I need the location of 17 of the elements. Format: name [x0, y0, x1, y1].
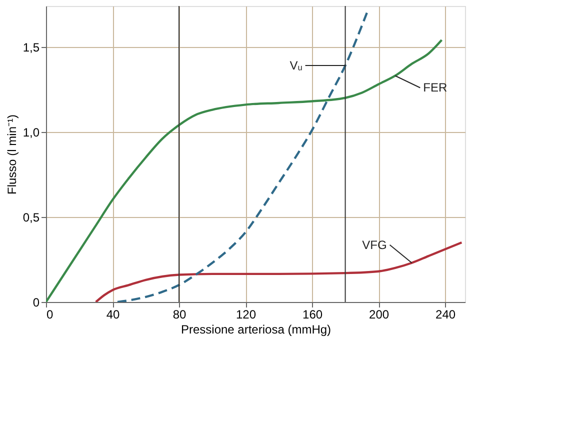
y-tick-label: 0 [32, 296, 40, 310]
x-axis-title: Pressione arteriosa (mmHg) [180, 322, 332, 336]
x-tick-label: 0 [46, 308, 54, 322]
y-axis-title: Flusso (l min⁻¹) [4, 114, 19, 195]
annotation: FER [423, 80, 448, 95]
x-tick-label: 160 [302, 308, 323, 322]
x-tick-label: 240 [436, 308, 456, 322]
x-tick-label: 200 [369, 308, 390, 322]
annotation: VFG [362, 238, 387, 252]
x-tick-label: 120 [236, 308, 256, 322]
x-tick-label: 40 [106, 308, 120, 322]
y-tick-label: 0,5 [22, 210, 40, 224]
x-tick-label: 80 [172, 308, 187, 322]
annotation: Vᵤ [290, 58, 303, 73]
line-series [94, 241, 463, 302]
y-tick-label: 1,5 [22, 40, 40, 54]
y-tick-label: 1,0 [22, 125, 40, 140]
